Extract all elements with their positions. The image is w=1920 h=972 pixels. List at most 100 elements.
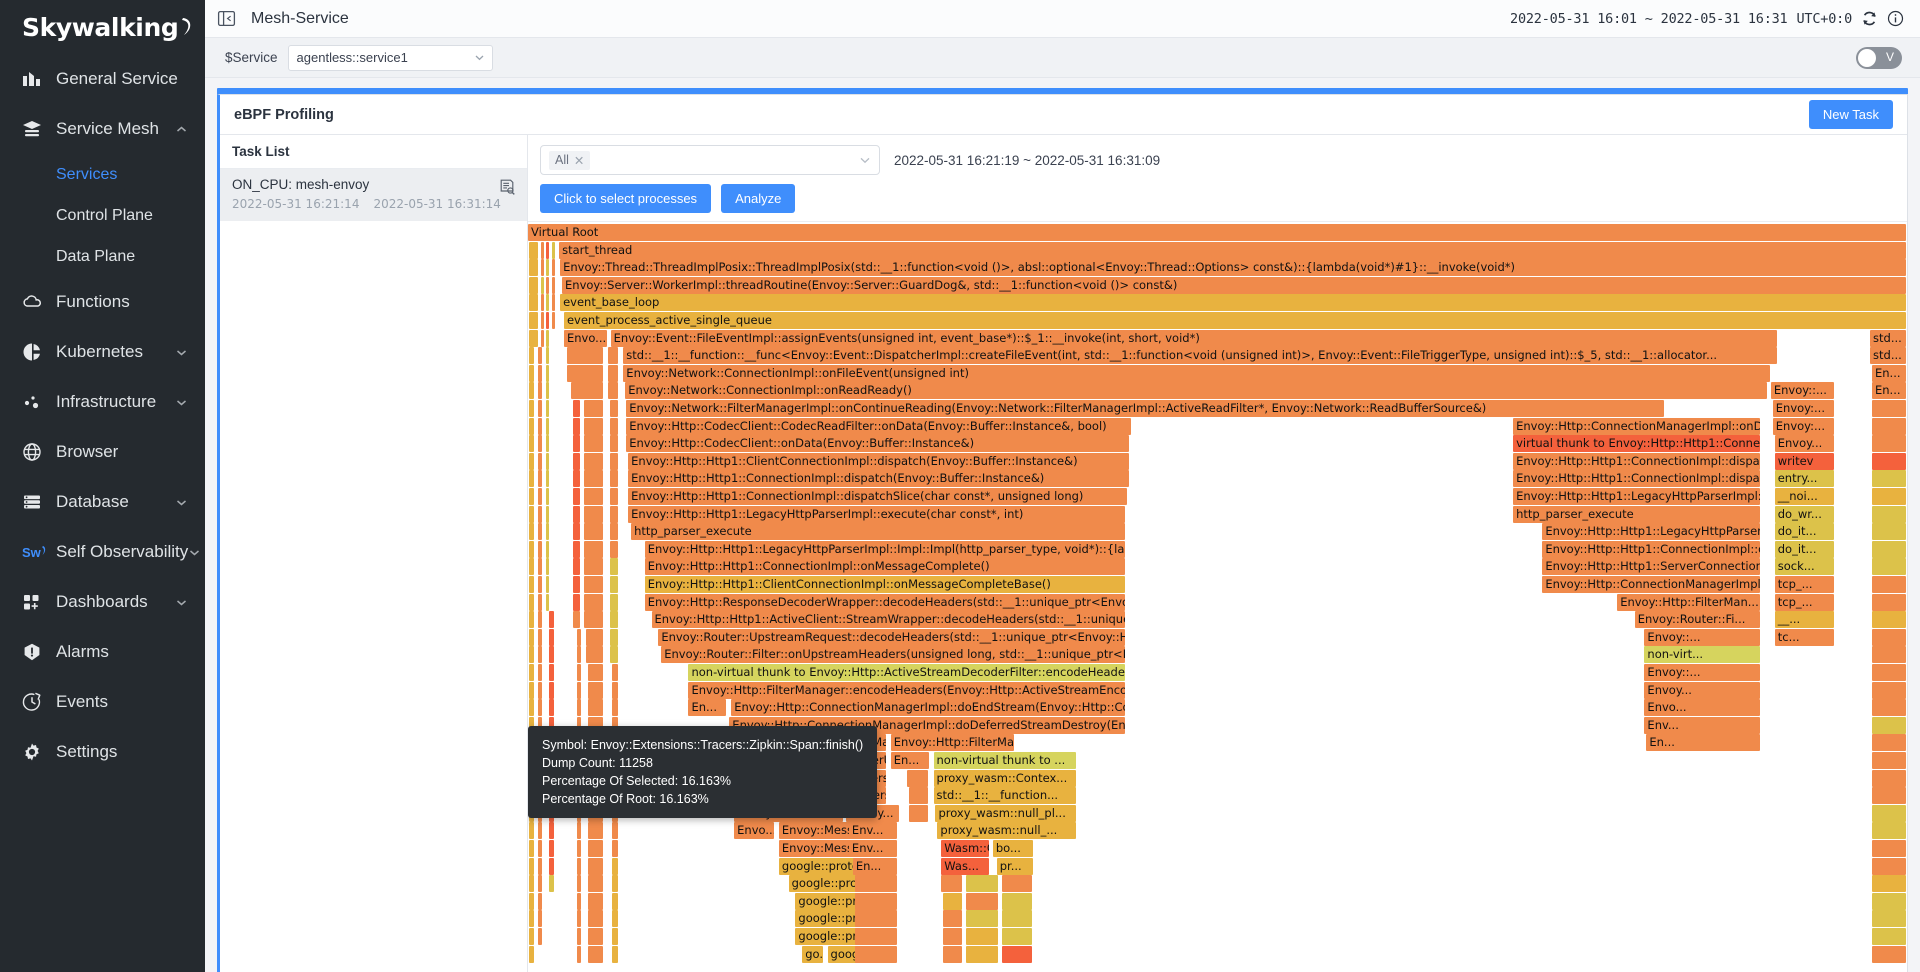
flamegraph-frame[interactable] <box>607 347 619 365</box>
flamegraph-frame[interactable] <box>528 558 534 576</box>
flamegraph-frame[interactable] <box>528 576 534 593</box>
flamegraph-frame[interactable] <box>609 400 619 417</box>
flamegraph-frame[interactable] <box>588 910 603 928</box>
flamegraph-frame[interactable] <box>588 681 603 699</box>
flamegraph-frame[interactable] <box>1871 646 1906 664</box>
flamegraph-frame[interactable] <box>854 892 897 910</box>
flamegraph-frame[interactable] <box>537 558 542 576</box>
time-range-control[interactable]: 2022-05-31 16:01 ~ 2022-05-31 16:31 UTC+… <box>1510 10 1904 27</box>
flamegraph-frame[interactable]: Envoy::Http::CodecClient::CodecReadFilte… <box>626 417 1131 435</box>
flamegraph-frame[interactable] <box>611 699 619 717</box>
flamegraph-frame[interactable] <box>546 488 550 505</box>
flamegraph-frame[interactable] <box>609 452 619 470</box>
flamegraph-frame[interactable]: Envoy::Event::FileEventImpl::assignEvent… <box>610 329 1777 347</box>
flamegraph-frame[interactable]: event_process_active_single_queue <box>563 312 1906 329</box>
flamegraph-frame[interactable] <box>854 928 897 945</box>
flamegraph-frame[interactable] <box>576 892 582 910</box>
flamegraph-frame[interactable] <box>528 716 534 734</box>
flamegraph-frame[interactable] <box>584 417 603 435</box>
sidebar-item-settings[interactable]: Settings <box>0 727 205 777</box>
flamegraph-frame[interactable] <box>611 664 619 681</box>
flamegraph-frame[interactable] <box>576 840 582 857</box>
flamegraph-frame[interactable] <box>965 945 998 963</box>
flamegraph-frame[interactable] <box>611 840 619 857</box>
flamegraph-frame[interactable] <box>576 945 582 963</box>
flamegraph-frame[interactable] <box>566 364 603 382</box>
flamegraph-frame[interactable] <box>537 699 542 717</box>
flamegraph-frame[interactable] <box>584 593 603 611</box>
flamegraph-frame[interactable] <box>1871 734 1906 752</box>
flamegraph-frame[interactable] <box>546 505 550 523</box>
flamegraph-frame[interactable] <box>537 646 542 664</box>
flamegraph-frame[interactable] <box>943 928 962 945</box>
flamegraph-frame[interactable] <box>528 452 534 470</box>
flamegraph-frame[interactable] <box>1001 875 1032 893</box>
flamegraph-frame[interactable] <box>549 716 555 734</box>
flamegraph-frame[interactable] <box>1871 945 1906 963</box>
brand-logo[interactable]: Skywalking <box>0 0 205 54</box>
flamegraph-frame[interactable] <box>528 400 534 417</box>
flamegraph-frame[interactable] <box>1871 928 1906 945</box>
flamegraph-frame[interactable] <box>546 435 550 453</box>
flamegraph-frame[interactable] <box>528 417 534 435</box>
flamegraph-frame[interactable] <box>546 470 550 488</box>
flamegraph-frame[interactable]: Env... <box>1644 716 1761 734</box>
flamegraph-frame[interactable] <box>576 628 582 646</box>
flamegraph-container[interactable]: Virtual Root start_thread Envoy::Thread::T… <box>528 221 1907 972</box>
sidebar-item-database[interactable]: Database <box>0 477 205 527</box>
flamegraph-frame[interactable]: proxy_wasm::Contex... <box>933 769 1077 787</box>
flamegraph-frame[interactable] <box>572 576 580 593</box>
flamegraph-frame[interactable] <box>546 576 550 593</box>
flamegraph-frame[interactable] <box>537 540 542 558</box>
flamegraph-frame[interactable] <box>546 329 550 347</box>
flamegraph-frame[interactable]: Envoy::Http::Http1::LegacyHttpParserImpl… <box>1542 523 1761 541</box>
flamegraph-frame[interactable]: Was... <box>941 857 989 875</box>
flamegraph-frame[interactable] <box>907 769 928 787</box>
flamegraph-frame[interactable]: Envoy::Network::FilterManagerImpl::onCon… <box>626 400 1664 417</box>
flamegraph-frame[interactable] <box>552 294 556 312</box>
flamegraph-frame[interactable] <box>528 364 534 382</box>
sidebar-item-browser[interactable]: Browser <box>0 427 205 477</box>
flamegraph-frame[interactable] <box>611 716 619 734</box>
flamegraph-frame[interactable] <box>572 452 580 470</box>
task-detail-icon[interactable] <box>500 179 515 195</box>
flamegraph-frame[interactable] <box>546 259 550 277</box>
sidebar-item-events[interactable]: Events <box>0 677 205 727</box>
flamegraph-frame[interactable]: Envoy::Http::Http1::ActiveClient::Stream… <box>651 611 1126 629</box>
flamegraph-frame[interactable] <box>584 611 603 629</box>
flamegraph-frame[interactable] <box>528 822 534 840</box>
chevron-down-icon[interactable] <box>175 396 189 409</box>
flamegraph-frame[interactable]: Envoy... <box>1774 435 1835 453</box>
flamegraph-frame[interactable]: tcp_... <box>1774 576 1835 593</box>
flamegraph-frame[interactable]: Envoy::Http::ResponseDecoderWrapper::dec… <box>644 593 1126 611</box>
flamegraph-frame[interactable] <box>1871 558 1906 576</box>
flamegraph-frame[interactable] <box>537 664 542 681</box>
flamegraph-frame[interactable] <box>1871 470 1906 488</box>
flamegraph-frame[interactable] <box>576 716 582 734</box>
flamegraph-frame[interactable]: Envoy::... <box>1644 628 1761 646</box>
flamegraph-frame[interactable] <box>537 681 542 699</box>
flamegraph-frame[interactable]: Envoy::Http::ConnectionManagerImpl::Ac..… <box>1542 576 1761 593</box>
flamegraph-frame[interactable] <box>943 910 962 928</box>
sidebar-item-self-observability[interactable]: Sw Self Observability <box>0 527 205 577</box>
flamegraph-frame[interactable]: do_it... <box>1774 523 1835 541</box>
flamegraph-frame[interactable] <box>943 892 962 910</box>
flamegraph-frame[interactable] <box>588 892 603 910</box>
flamegraph-frame[interactable] <box>1871 787 1906 805</box>
flamegraph-frame[interactable] <box>546 241 550 259</box>
flamegraph-frame[interactable] <box>528 681 534 699</box>
flamegraph-frame[interactable]: virtual thunk to Envoy::Http::Http1::Con… <box>1513 435 1761 453</box>
flamegraph-frame[interactable] <box>537 928 542 945</box>
flamegraph-frame[interactable] <box>572 417 580 435</box>
flamegraph-frame[interactable] <box>611 910 619 928</box>
flamegraph-frame[interactable] <box>609 540 619 558</box>
sidebar-item-control-plane[interactable]: Control Plane <box>0 195 205 236</box>
flamegraph-frame[interactable]: std... <box>1870 347 1906 365</box>
flamegraph-frame[interactable] <box>609 505 619 523</box>
sidebar-item-functions[interactable]: Functions <box>0 277 205 327</box>
flamegraph-frame[interactable] <box>528 470 534 488</box>
flamegraph-frame[interactable] <box>588 699 603 717</box>
flamegraph-frame[interactable] <box>1871 417 1906 435</box>
flamegraph-frame[interactable]: Envoy::Http::FilterMan... <box>1617 593 1761 611</box>
service-select[interactable]: agentless::service1 <box>287 44 493 71</box>
